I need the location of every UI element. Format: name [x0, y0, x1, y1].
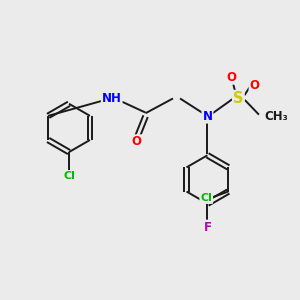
Text: NH: NH [102, 92, 122, 105]
Text: F: F [203, 220, 211, 234]
Text: Cl: Cl [200, 193, 212, 203]
Text: O: O [132, 135, 142, 148]
Text: CH₃: CH₃ [265, 110, 289, 123]
Text: S: S [233, 91, 244, 106]
Text: O: O [226, 71, 236, 84]
Text: Cl: Cl [63, 171, 75, 181]
Text: N: N [202, 110, 212, 123]
Text: O: O [250, 79, 260, 92]
